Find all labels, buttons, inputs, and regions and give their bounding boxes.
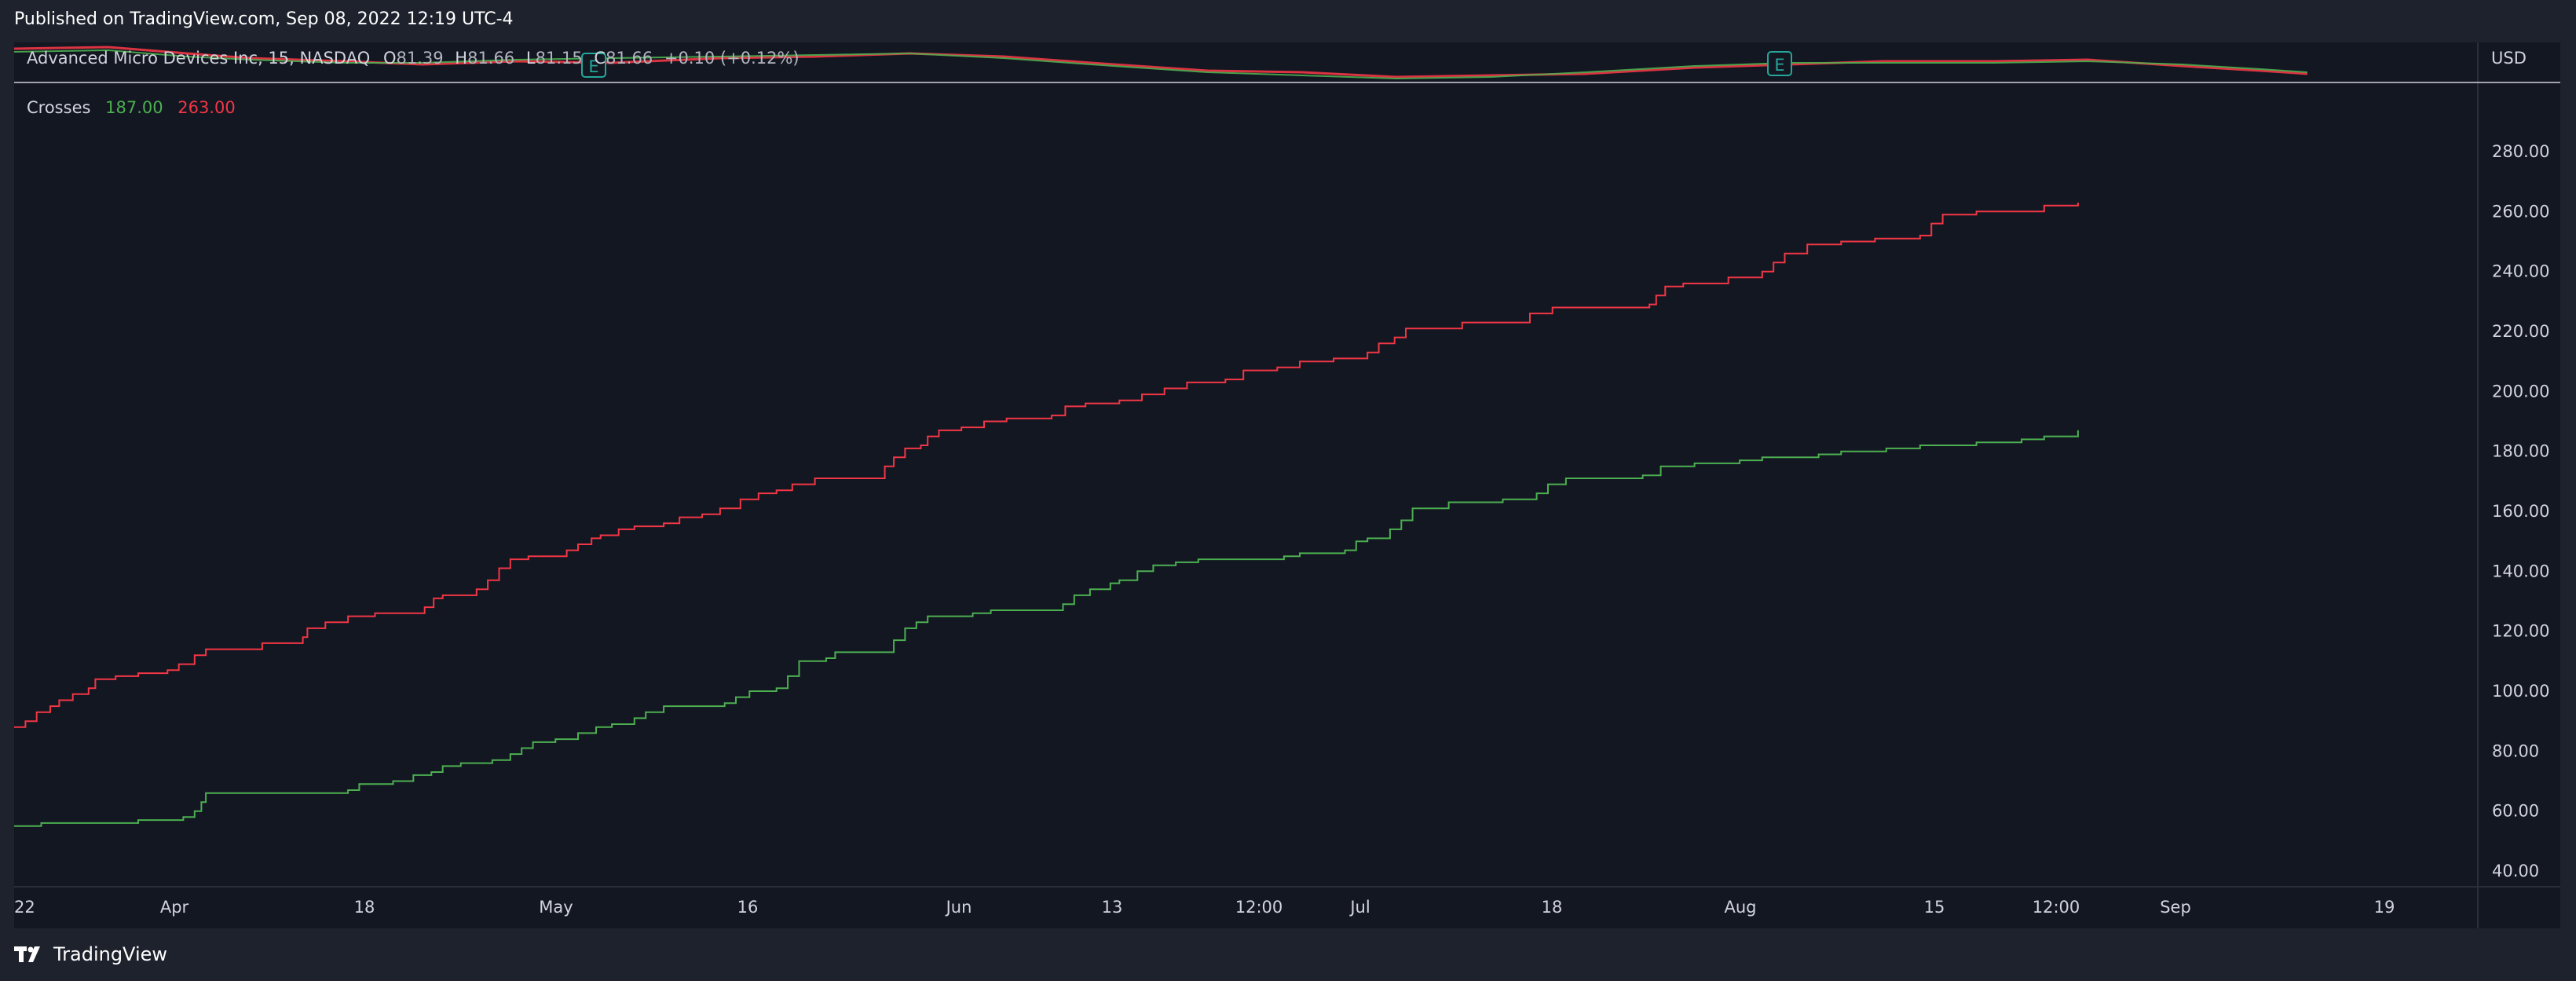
time-tick-label: May (539, 898, 573, 917)
tradingview-logo-icon (14, 946, 40, 962)
time-tick-label: Apr (160, 898, 189, 917)
time-tick-label: 22 (14, 898, 35, 917)
change-value: +0.10 (+0.12%) (664, 49, 800, 68)
price-tick-label: 60.00 (2492, 802, 2539, 821)
time-axis[interactable]: 22 Apr 18 May 16 Jun 13 12:00 Jul 18 Aug 15 12:00 Sep… (14, 898, 2395, 917)
price-tick-label: 100.00 (2492, 682, 2549, 701)
mini-price-green-line (14, 49, 2308, 80)
crosses-series-red (14, 202, 2079, 728)
currency-label: USD (2491, 49, 2527, 68)
time-tick-label: 18 (1542, 898, 1563, 917)
crosses-series-green (14, 430, 2079, 827)
price-tick-label: 160.00 (2492, 502, 2549, 521)
indicator-value-green: 187.00 (105, 98, 163, 117)
price-tick-label: 260.00 (2492, 202, 2549, 221)
time-tick-label: 13 (1102, 898, 1123, 917)
price-axis[interactable]: 280.00 260.00 240.00 220.00 200.00 180.00 160.… (2492, 142, 2549, 880)
time-tick-label: Jul (1348, 898, 1370, 917)
low-value: 81.15 (536, 49, 583, 68)
high-label: H (455, 49, 467, 68)
open-value: 81.39 (396, 49, 443, 68)
symbol-name: Advanced Micro Devices Inc, 15, NASDAQ (27, 49, 370, 68)
published-info: Published on TradingView.com, Sep 08, 20… (14, 9, 514, 29)
time-tick-label: 12:00 (2033, 898, 2080, 917)
time-tick-label: 16 (737, 898, 759, 917)
indicator-value-red: 263.00 (177, 98, 235, 117)
price-tick-label: 80.00 (2492, 741, 2539, 760)
chart-area[interactable]: E E Advanced Micro Devices Inc, 15, NASD… (14, 42, 2560, 928)
mini-price-red-line (14, 46, 2308, 79)
price-tick-label: 200.00 (2492, 382, 2549, 401)
time-tick-label: Aug (1724, 898, 1756, 917)
earnings-marker-label: E (588, 57, 598, 76)
brand-name: TradingView (53, 943, 168, 965)
earnings-marker-label: E (1774, 56, 1784, 75)
high-value: 81.66 (467, 49, 514, 68)
price-tick-label: 140.00 (2492, 562, 2549, 580)
low-label: L (526, 49, 536, 68)
close-label: C (594, 49, 606, 68)
time-tick-label: Sep (2160, 898, 2191, 917)
earnings-marker-aug[interactable]: E (1767, 51, 1792, 76)
time-tick-label: 18 (354, 898, 375, 917)
price-tick-label: 40.00 (2492, 862, 2539, 880)
symbol-info-line: Advanced Micro Devices Inc, 15, NASDAQ O… (27, 49, 800, 68)
series-layer (14, 202, 2079, 827)
indicator-legend: Crosses 187.00 263.00 (27, 98, 236, 117)
publish-header: Published on TradingView.com, Sep 08, 20… (0, 0, 2576, 42)
price-tick-label: 280.00 (2492, 142, 2549, 161)
price-tick-label: 180.00 (2492, 442, 2549, 461)
tradingview-brand[interactable]: TradingView (14, 941, 167, 968)
time-tick-label: Jun (945, 898, 972, 917)
time-tick-label: 15 (1924, 898, 1945, 917)
indicator-name: Crosses (27, 98, 90, 117)
time-tick-label: 19 (2374, 898, 2395, 917)
price-tick-label: 120.00 (2492, 622, 2549, 641)
open-label: O (383, 49, 397, 68)
earnings-marker-may[interactable]: E (581, 53, 606, 78)
price-tick-label: 220.00 (2492, 322, 2549, 341)
footer: TradingView (0, 928, 2576, 981)
close-value: 81.66 (606, 49, 653, 68)
time-tick-label: 12:00 (1235, 898, 1283, 917)
price-chart[interactable]: E E Advanced Micro Devices Inc, 15, NASD… (14, 42, 2560, 928)
price-tick-label: 240.00 (2492, 262, 2549, 281)
